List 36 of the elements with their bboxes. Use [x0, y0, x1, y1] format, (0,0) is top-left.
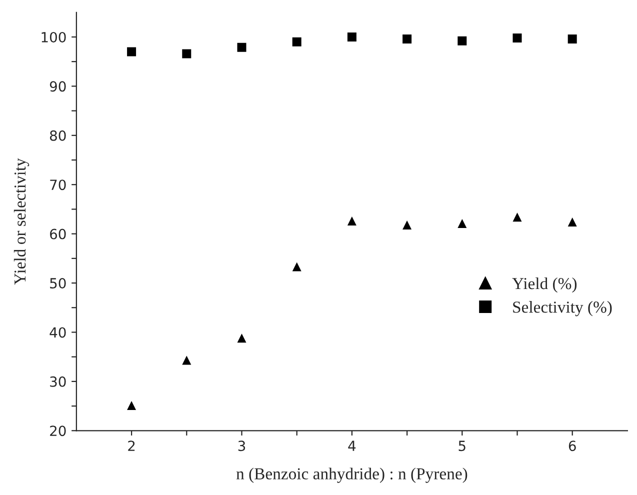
legend-label: Selectivity (%): [513, 301, 612, 316]
x-tick-label: 3: [238, 440, 246, 452]
point: [458, 36, 467, 46]
point: [402, 34, 412, 44]
y-tick-label: 30: [50, 376, 66, 387]
point: [568, 218, 577, 227]
point: [182, 356, 192, 365]
y-tick-label: 50: [50, 278, 66, 288]
point: [512, 212, 522, 222]
x-tick-label: 2: [128, 440, 135, 451]
legend-label: Yield (%): [512, 277, 577, 293]
point: [347, 216, 356, 226]
point: [512, 33, 522, 42]
point: [182, 49, 192, 58]
point: [292, 262, 302, 272]
point: [402, 220, 412, 230]
point: [292, 37, 302, 46]
point: [237, 42, 246, 52]
y-tick-label: 90: [50, 81, 66, 92]
point: [237, 334, 246, 343]
x-axis-title: n (Benzoic anhydride) : n (Pyrene): [236, 468, 468, 483]
point: [127, 47, 136, 56]
y-tick-label: 20: [50, 426, 66, 436]
point: [347, 32, 356, 42]
y-tick-label: 100: [42, 32, 66, 42]
y-axis-title: Yield or selectivity: [14, 158, 30, 285]
x-tick-label: 6: [568, 440, 576, 452]
y-tick-label: 40: [50, 327, 66, 338]
point: [458, 218, 467, 228]
y-tick-label: 60: [50, 228, 66, 240]
x-tick-label: 5: [458, 440, 466, 452]
y-tick-label: 80: [50, 130, 66, 141]
x-tick-label: 4: [348, 440, 356, 451]
y-tick-label: 70: [50, 180, 66, 190]
point: [127, 401, 136, 410]
point: [568, 34, 577, 44]
